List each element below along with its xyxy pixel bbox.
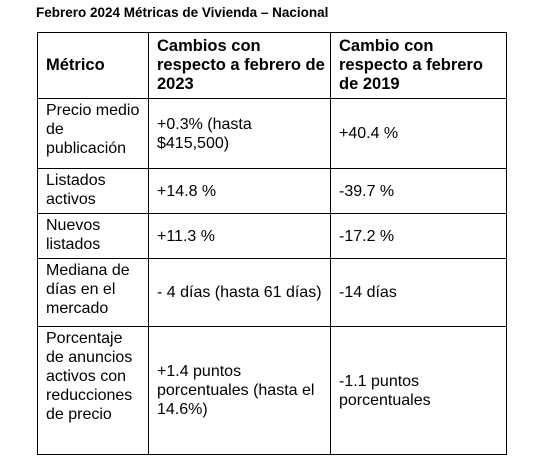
change-vs-2023-cell: +14.8 %	[148, 168, 331, 214]
table-row: Precio medio de publicación +0.3% (hasta…	[37, 98, 507, 169]
table-row: Porcentaje de anuncios activos con reduc…	[37, 326, 507, 455]
metric-cell: Listados activos	[37, 168, 149, 214]
table-row: Nuevos listados +11.3 % -17.2 %	[37, 213, 507, 259]
metric-cell: Nuevos listados	[37, 213, 149, 259]
change-vs-2023-cell: +0.3% (hasta $415,500)	[148, 98, 331, 169]
change-vs-2019-cell: -39.7 %	[330, 168, 507, 214]
change-vs-2019-cell: -14 días	[330, 258, 507, 327]
metrics-table: Métrico Cambios con respecto a febrero d…	[37, 32, 507, 455]
change-vs-2019-cell: -17.2 %	[330, 213, 507, 259]
change-vs-2023-cell: - 4 días (hasta 61 días)	[148, 258, 331, 327]
header-metric: Métrico	[37, 32, 149, 99]
table-row: Mediana de días en el mercado - 4 días (…	[37, 258, 507, 327]
metric-cell: Precio medio de publicación	[37, 98, 149, 169]
change-vs-2019-cell: -1.1 puntos porcentuales	[330, 326, 507, 455]
header-change-vs-2023: Cambios con respecto a febrero de 2023	[148, 32, 331, 99]
change-vs-2019-cell: +40.4 %	[330, 98, 507, 169]
metric-cell: Porcentaje de anuncios activos con reduc…	[37, 326, 149, 455]
table-header-row: Métrico Cambios con respecto a febrero d…	[37, 32, 507, 99]
header-change-vs-2019: Cambio con respecto a febrero de 2019	[330, 32, 507, 99]
change-vs-2023-cell: +1.4 puntos porcentuales (hasta el 14.6%…	[148, 326, 331, 455]
change-vs-2023-cell: +11.3 %	[148, 213, 331, 259]
document-title: Febrero 2024 Métricas de Vivienda – Naci…	[36, 5, 329, 20]
metric-cell: Mediana de días en el mercado	[37, 258, 149, 327]
table-row: Listados activos +14.8 % -39.7 %	[37, 168, 507, 214]
